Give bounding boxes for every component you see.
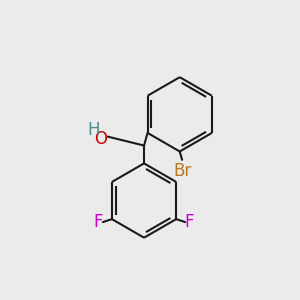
Text: H: H [88, 121, 100, 139]
Text: F: F [185, 213, 194, 231]
Text: O: O [94, 130, 107, 148]
Text: F: F [94, 213, 103, 231]
Text: Br: Br [173, 162, 191, 180]
